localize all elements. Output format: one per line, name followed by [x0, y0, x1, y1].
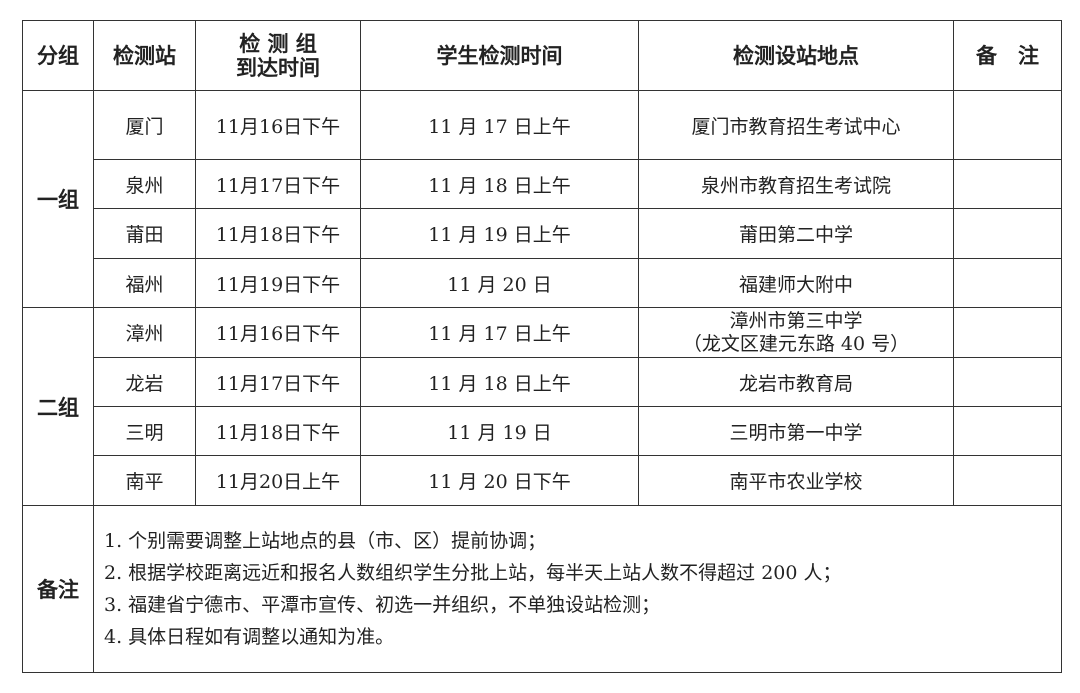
location-line1: 漳州市第三中学 — [729, 309, 863, 332]
table-row: 福州 11月19日下午 11 月 20 日 福建师大附中 — [23, 258, 1062, 308]
station-cell: 漳州 — [93, 307, 196, 358]
station-cell: 福州 — [93, 258, 196, 308]
arrival-cell: 11月18日下午 — [195, 406, 361, 456]
arrival-cell: 11月16日下午 — [195, 307, 361, 358]
location-cell: 漳州市第三中学 （龙文区建元东路 40 号） — [638, 307, 954, 358]
notes-row: 备注 1. 个别需要调整上站地点的县（市、区）提前协调； 2. 根据学校距离远近… — [22, 505, 1062, 673]
station-cell: 莆田 — [93, 208, 196, 259]
student-time-cell: 11 月 17 日上午 — [360, 90, 639, 160]
arrival-cell: 11月19日下午 — [195, 258, 361, 308]
group-label: 一组 — [22, 90, 94, 308]
remark-cell — [953, 455, 1062, 506]
student-time-cell: 11 月 17 日上午 — [360, 307, 639, 358]
remark-cell — [953, 90, 1062, 160]
table-row: 南平 11月20日上午 11 月 20 日下午 南平市农业学校 — [23, 455, 1062, 506]
student-time-cell: 11 月 19 日上午 — [360, 208, 639, 259]
table-row: 莆田 11月18日下午 11 月 19 日上午 莆田第二中学 — [23, 208, 1062, 259]
station-cell: 龙岩 — [93, 357, 196, 407]
remark-cell — [953, 208, 1062, 259]
note-item: 1. 个别需要调整上站地点的县（市、区）提前协调； — [104, 530, 547, 552]
location-cell: 泉州市教育招生考试院 — [638, 159, 954, 209]
table-row: 二组 漳州 11月16日下午 11 月 17 日上午 漳州市第三中学 （龙文区建元… — [22, 307, 1062, 506]
student-time-cell: 11 月 18 日上午 — [360, 159, 639, 209]
header-remark: 备 注 — [953, 20, 1062, 91]
arrival-cell: 11月16日下午 — [195, 90, 361, 160]
station-cell: 泉州 — [93, 159, 196, 209]
header-arrival-line1: 检 测 组 — [239, 31, 317, 56]
header-row: 分组 检测站 检 测 组到达时间 学生检测时间 检测设站地点 备 注 — [22, 20, 1062, 91]
header-arrival: 检 测 组到达时间 — [195, 20, 361, 91]
arrival-cell: 11月20日上午 — [195, 455, 361, 506]
student-time-cell: 11 月 20 日下午 — [360, 455, 639, 506]
group-label: 二组 — [22, 307, 94, 506]
header-arrival-line2: 到达时间 — [236, 55, 320, 80]
remark-cell — [953, 159, 1062, 209]
remark-cell — [953, 258, 1062, 308]
location-cell: 厦门市教育招生考试中心 — [638, 90, 954, 160]
header-station: 检测站 — [93, 20, 196, 91]
notes-content: 1. 个别需要调整上站地点的县（市、区）提前协调； 2. 根据学校距离远近和报名… — [93, 505, 1062, 673]
notes-label: 备注 — [22, 505, 94, 673]
table-row: 龙岩 11月17日下午 11 月 18 日上午 龙岩市教育局 — [23, 357, 1062, 407]
remark-cell — [953, 307, 1062, 358]
student-time-cell: 11 月 19 日 — [360, 406, 639, 456]
station-cell: 三明 — [93, 406, 196, 456]
arrival-cell: 11月18日下午 — [195, 208, 361, 259]
table-row: 一组 厦门 11月16日下午 11 月 17 日上午 厦门市教育招生考试中心 — [22, 90, 1062, 308]
remark-cell — [953, 406, 1062, 456]
location-cell: 龙岩市教育局 — [638, 357, 954, 407]
location-cell: 南平市农业学校 — [638, 455, 954, 506]
location-cell: 福建师大附中 — [638, 258, 954, 308]
location-cell: 莆田第二中学 — [638, 208, 954, 259]
location-line2: （龙文区建元东路 40 号） — [682, 332, 910, 355]
remark-cell — [953, 357, 1062, 407]
header-student-time: 学生检测时间 — [360, 20, 639, 91]
header-group: 分组 — [22, 20, 94, 91]
station-cell: 厦门 — [93, 90, 196, 160]
arrival-cell: 11月17日下午 — [195, 159, 361, 209]
table-row: 三明 11月18日下午 11 月 19 日 三明市第一中学 — [23, 406, 1062, 456]
location-cell: 三明市第一中学 — [638, 406, 954, 456]
note-item: 2. 根据学校距离远近和报名人数组织学生分批上站，每半天上站人数不得超过 200… — [104, 562, 842, 584]
header-location: 检测设站地点 — [638, 20, 954, 91]
table-row: 泉州 11月17日下午 11 月 18 日上午 泉州市教育招生考试院 — [23, 159, 1062, 209]
arrival-cell: 11月17日下午 — [195, 357, 361, 407]
schedule-table: 分组 检测站 检 测 组到达时间 学生检测时间 检测设站地点 备 注 一组 厦门… — [22, 20, 1062, 673]
student-time-cell: 11 月 18 日上午 — [360, 357, 639, 407]
station-cell: 南平 — [93, 455, 196, 506]
note-item: 3. 福建省宁德市、平潭市宣传、初选一并组织，不单独设站检测； — [104, 594, 661, 616]
student-time-cell: 11 月 20 日 — [360, 258, 639, 308]
note-item: 4. 具体日程如有调整以通知为准。 — [104, 626, 395, 648]
